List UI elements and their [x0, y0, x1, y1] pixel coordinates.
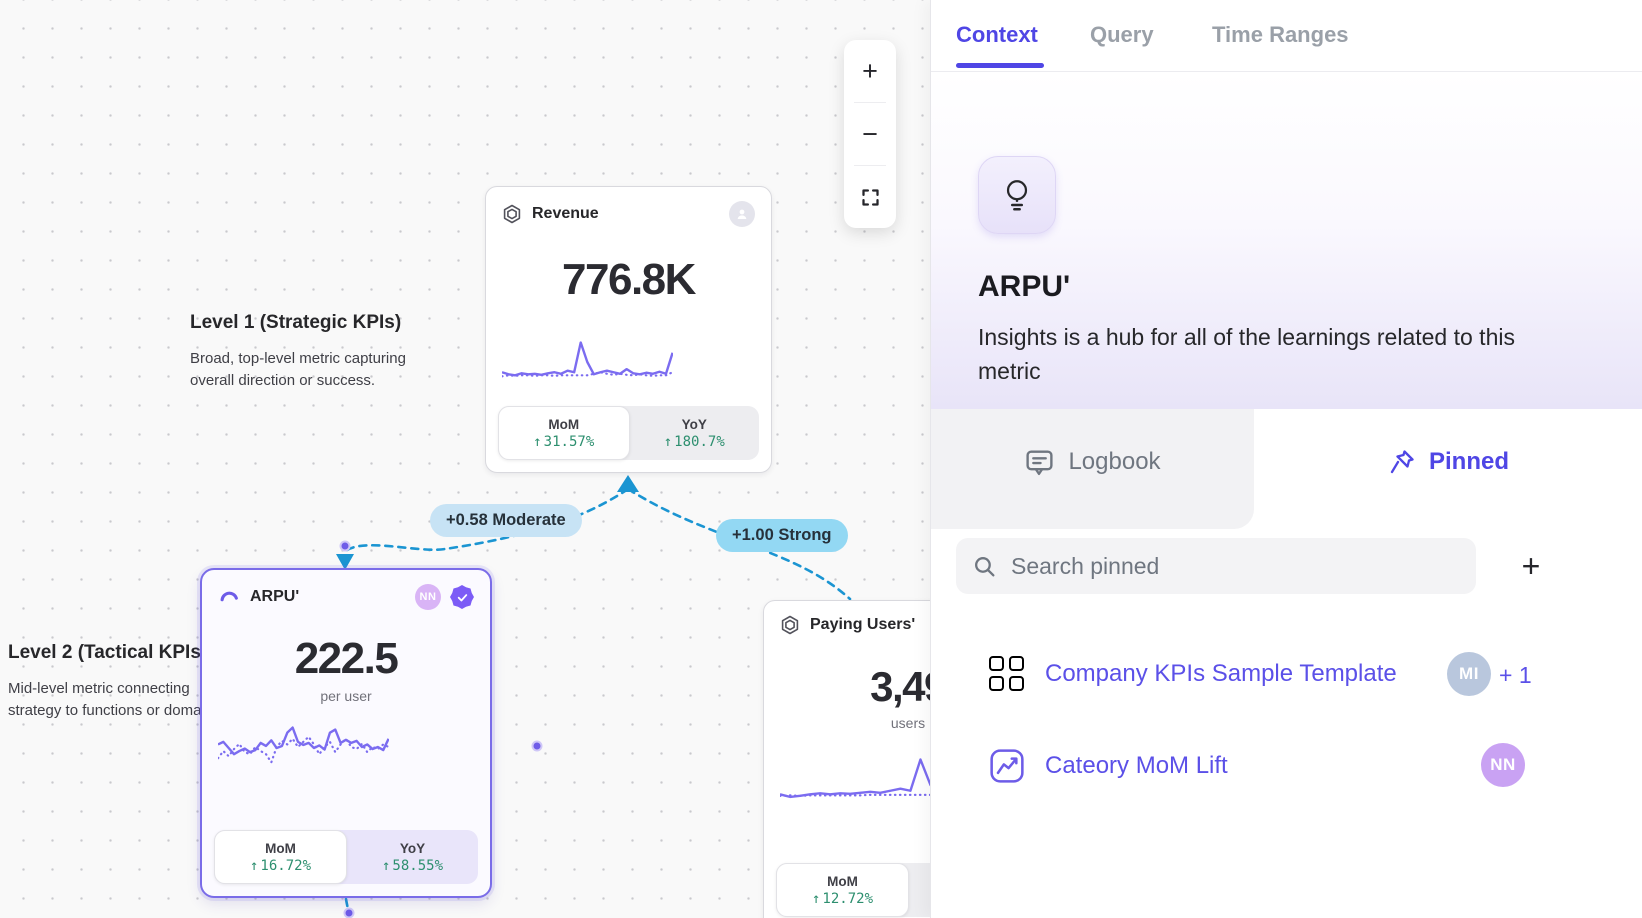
panel-metric-description: Insights is a hub for all of the learnin…	[978, 324, 1515, 384]
correlation-label-moderate[interactable]: +0.58 Moderate	[430, 504, 582, 537]
stats-footer: MoM ↑ 31.57% YoY ↑ 180.7%	[498, 406, 759, 460]
pinned-item-label: Cateory MoM Lift	[1045, 752, 1228, 779]
metric-unit: per user	[320, 688, 372, 704]
arc-metric-icon	[220, 591, 238, 602]
panel-tab-bar: Context Query Time Ranges	[931, 0, 1642, 72]
pinned-item-label: Company KPIs Sample Template	[1045, 660, 1397, 687]
person-icon	[737, 209, 747, 219]
chart-line-icon	[990, 749, 1024, 783]
minus-icon: −	[862, 118, 878, 149]
sparkline	[502, 333, 673, 391]
card-title: ARPU'	[250, 588, 300, 605]
yoy-stat[interactable]: YoY ↑ 180.7%	[663, 416, 725, 450]
connection-handle-dot[interactable]	[339, 540, 351, 552]
zoom-in-button[interactable]: +	[844, 40, 896, 102]
edge-arrowhead-revenue	[617, 475, 639, 492]
divider	[854, 165, 886, 166]
stats-footer: MoM ↑ 16.72% YoY ↑ 58.55%	[214, 830, 478, 884]
tab-context[interactable]: Context	[956, 22, 1038, 47]
up-arrow-icon: ↑	[381, 857, 391, 874]
annotation-line2: strategy to functions or domains.	[8, 702, 225, 719]
fit-view-button[interactable]	[844, 166, 896, 228]
search-icon	[975, 556, 995, 576]
metric-unit: users	[890, 715, 926, 731]
template-grid-icon	[989, 656, 1025, 692]
annotation-level-1: Level 1 (Strategic KPIs) Broad, top-leve…	[190, 312, 406, 392]
collaborator-avatar[interactable]: NN	[415, 584, 441, 610]
zoom-out-button[interactable]: −	[844, 103, 896, 165]
annotation-title: Level 2 (Tactical KPIs)	[8, 642, 208, 663]
metric-card-paying-users[interactable]: Paying Users' 3,49 users MoM ↑12.72%	[763, 600, 930, 918]
annotation-line2: overall direction or success.	[190, 372, 376, 389]
stats-footer: MoM ↑ 12.72%	[776, 863, 930, 917]
up-arrow-icon: ↑	[249, 857, 259, 874]
connection-handle-dot[interactable]	[343, 907, 355, 918]
pin-icon	[1390, 449, 1414, 473]
sparkline	[218, 718, 389, 776]
annotation-line1: Broad, top-level metric capturing	[190, 350, 406, 367]
search-pinned-box	[956, 538, 1476, 594]
tab-query[interactable]: Query	[1090, 22, 1154, 47]
plus-icon: +	[862, 55, 878, 86]
subtab-label: Pinned	[1428, 447, 1509, 475]
subtab-label: Logbook	[1068, 448, 1161, 475]
metric-value: 222.5	[294, 634, 399, 683]
context-side-panel: Context Query Time Ranges ARPU' Insights…	[930, 0, 1642, 918]
metric-card-revenue[interactable]: Revenue 776.8K MoM ↑ 31.	[485, 186, 772, 473]
pinned-item-company-kpis[interactable]: Company KPIs Sample Template	[989, 648, 1609, 700]
logbook-comment-icon	[1026, 449, 1054, 475]
card-title: Revenue	[532, 205, 599, 222]
insight-tile[interactable]	[978, 156, 1056, 234]
connection-handle-dot[interactable]	[531, 740, 543, 752]
metric-value: 776.8K	[562, 255, 696, 304]
collaborator-avatar[interactable]: MI	[1447, 652, 1491, 696]
subtab-pinned[interactable]: Pinned	[1254, 409, 1642, 514]
annotation-line1: Mid-level metric connecting	[8, 680, 190, 697]
card-title: Paying Users'	[810, 616, 916, 633]
correlation-label-strong[interactable]: +1.00 Strong	[716, 519, 848, 552]
add-pinned-button[interactable]: +	[1521, 547, 1541, 584]
mom-stat[interactable]: MoM ↑ 12.72%	[776, 863, 909, 917]
panel-header-gradient	[931, 72, 1642, 409]
tab-time-ranges[interactable]: Time Ranges	[1212, 22, 1349, 47]
yoy-stat[interactable]	[909, 863, 930, 917]
verified-badge-icon	[450, 585, 474, 609]
metric-value: 3,49	[870, 663, 930, 710]
pinned-item-cateory-mom-lift[interactable]: Cateory MoM Lift	[989, 740, 1609, 792]
card-header: ARPU' NN	[202, 570, 490, 616]
yoy-stat[interactable]: YoY ↑ 58.55%	[381, 840, 443, 874]
metric-tree-canvas[interactable]: +0.58 Moderate +1.00 Strong Level 1 (Str…	[0, 0, 930, 918]
hexagon-metric-icon	[503, 204, 521, 224]
card-header: Revenue	[486, 187, 771, 233]
card-header: Paying Users'	[764, 601, 930, 641]
zoom-toolbar: + −	[844, 40, 896, 228]
pinned-collaborators-extra: + 1	[1499, 662, 1532, 688]
up-arrow-icon: ↑	[533, 433, 542, 450]
edge-arrowhead-arpu	[336, 554, 354, 570]
up-arrow-icon: ↑	[811, 890, 821, 907]
metric-card-arpu[interactable]: ARPU' NN 222.5 per user MoM ↑ 16.72%	[200, 568, 492, 898]
edge-revenue-arpu[interactable]	[345, 487, 630, 552]
owner-avatar[interactable]	[729, 201, 755, 227]
divider	[854, 102, 886, 103]
fullscreen-icon	[861, 188, 879, 206]
mom-stat[interactable]: MoM ↑ 16.72%	[214, 830, 347, 884]
mom-stat[interactable]: MoM ↑ 31.57%	[498, 406, 630, 460]
collaborator-avatar[interactable]: NN	[1481, 743, 1525, 787]
annotation-title: Level 1 (Strategic KPIs)	[190, 312, 402, 333]
annotation-level-2: Level 2 (Tactical KPIs) Mid-level metric…	[8, 642, 238, 722]
search-pinned-input[interactable]	[1011, 552, 1460, 580]
active-tab-underline	[956, 63, 1044, 68]
subtab-logbook[interactable]: Logbook	[931, 409, 1254, 529]
sparkline	[780, 751, 930, 809]
up-arrow-icon: ↑	[663, 433, 673, 450]
hexagon-metric-icon	[781, 615, 799, 635]
panel-metric-title: ARPU'	[978, 270, 1071, 303]
lightbulb-icon	[1006, 180, 1028, 211]
